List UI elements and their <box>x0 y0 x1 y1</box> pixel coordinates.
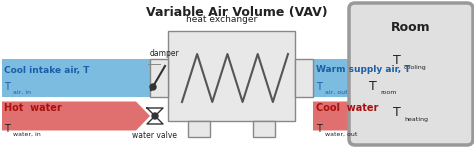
Text: Room: Room <box>391 21 431 34</box>
Text: room: room <box>380 90 396 96</box>
Text: cooling: cooling <box>404 65 427 69</box>
FancyBboxPatch shape <box>188 121 210 137</box>
Text: T: T <box>316 82 322 92</box>
FancyArrow shape <box>2 101 150 131</box>
Text: water, out: water, out <box>325 132 357 136</box>
Circle shape <box>150 84 156 90</box>
Text: T: T <box>369 80 377 94</box>
Text: T: T <box>393 55 401 67</box>
FancyBboxPatch shape <box>295 59 313 97</box>
Text: Cool  water: Cool water <box>316 103 378 113</box>
FancyBboxPatch shape <box>253 121 275 137</box>
Text: Hot  water: Hot water <box>4 103 62 113</box>
Text: air, out: air, out <box>325 90 347 94</box>
Text: T: T <box>393 107 401 119</box>
Text: T: T <box>316 124 322 134</box>
Text: air, in: air, in <box>13 90 31 94</box>
Text: heat exchanger: heat exchanger <box>186 15 257 24</box>
FancyArrow shape <box>313 101 423 131</box>
Text: water valve: water valve <box>133 132 177 141</box>
FancyBboxPatch shape <box>168 31 295 121</box>
Text: Variable Air Volume (VAV): Variable Air Volume (VAV) <box>146 6 328 19</box>
Text: T: T <box>4 124 10 134</box>
FancyBboxPatch shape <box>150 59 168 97</box>
Text: water, in: water, in <box>13 132 41 136</box>
FancyArrow shape <box>313 59 433 97</box>
Text: heating: heating <box>404 117 428 121</box>
Text: T: T <box>4 82 10 92</box>
Text: damper: damper <box>150 49 180 59</box>
FancyBboxPatch shape <box>349 3 473 145</box>
Text: Warm supply air, T: Warm supply air, T <box>316 66 410 74</box>
Text: Cool intake air, T: Cool intake air, T <box>4 66 90 74</box>
FancyArrow shape <box>2 59 166 97</box>
Circle shape <box>152 113 158 119</box>
